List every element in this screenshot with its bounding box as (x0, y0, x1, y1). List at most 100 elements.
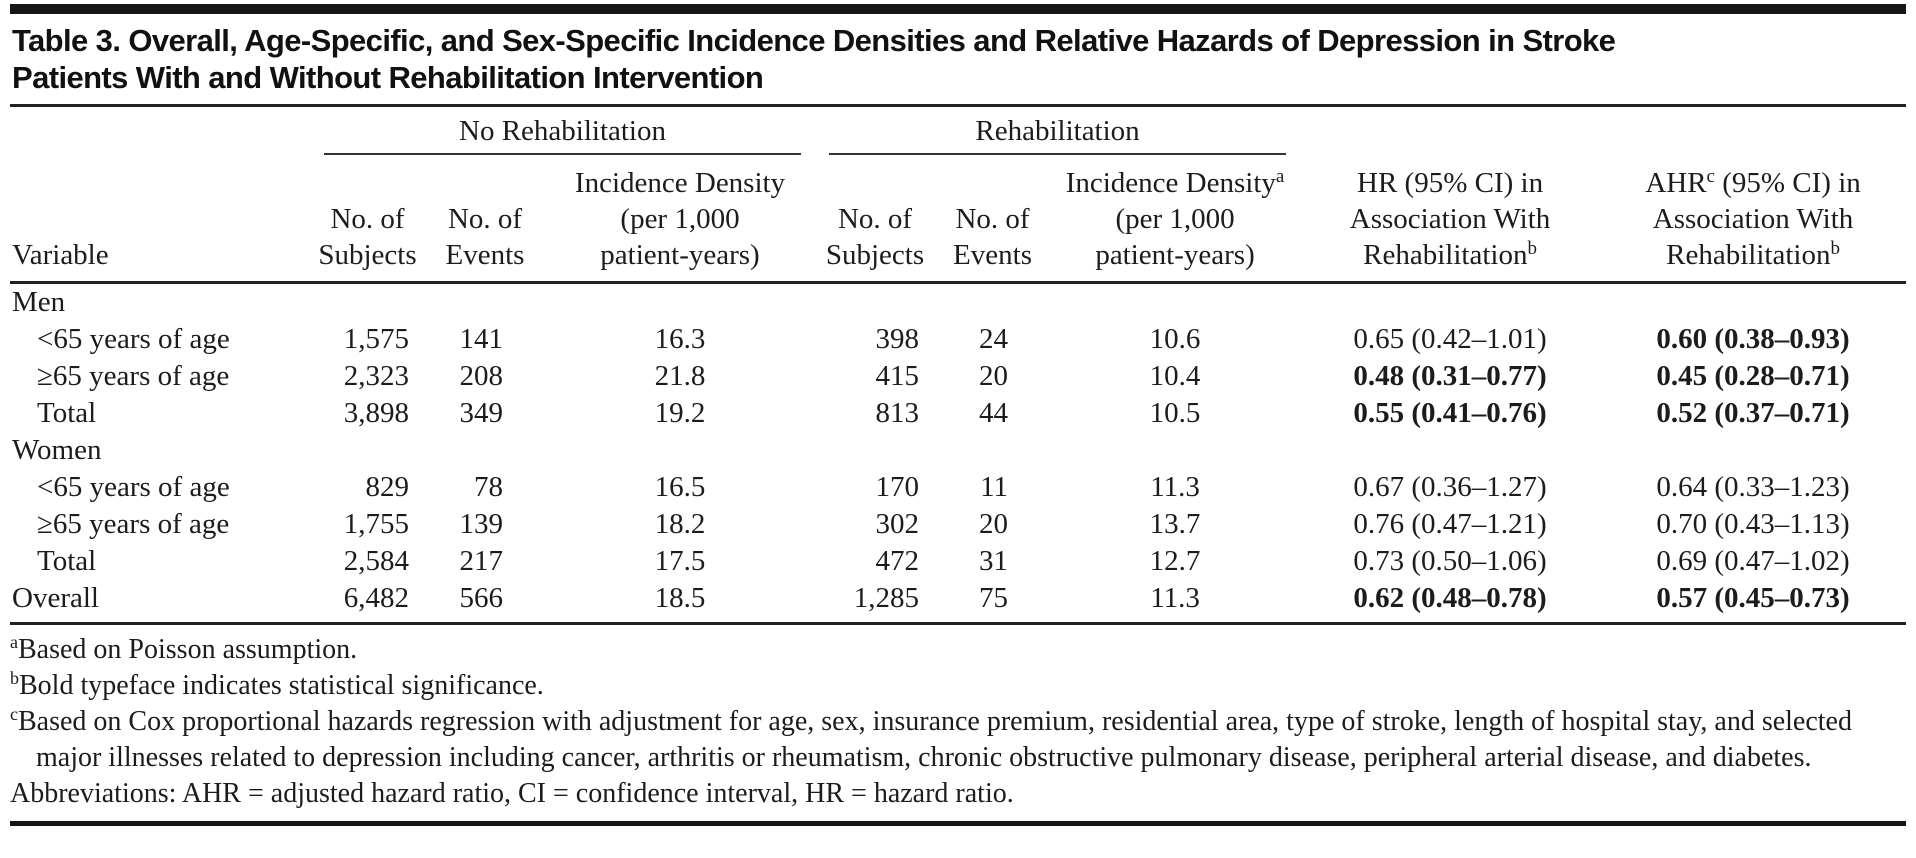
row-label: ≥65 years of age (37, 360, 230, 392)
rehab-subjects-value: 813 (875, 397, 920, 429)
table-title-line1: Table 3. Overall, Age-Specific, and Sex-… (12, 23, 1616, 58)
no-rehab-subjects-value (310, 432, 425, 469)
rehab-incidence-density-value (1050, 432, 1300, 469)
rehab-events-value: 44 (979, 397, 1009, 429)
rehab-incidence-density-value (1050, 283, 1300, 322)
incidence-hazards-table: No Rehabilitation Rehabilitation Variabl… (10, 107, 1907, 625)
no-rehab-subjects-value: 2,584 (343, 545, 409, 577)
footnote-a: aBased on Poisson assumption. (10, 632, 1906, 668)
footnote-b: bBold typeface indicates statistical sig… (10, 668, 1906, 704)
rehab-events-value: 31 (979, 545, 1009, 577)
rehab-incidence-density-value: 11.3 (1150, 471, 1200, 503)
no-rehab-events-value: 78 (474, 471, 503, 503)
table-title: Table 3. Overall, Age-Specific, and Sex-… (12, 22, 1906, 96)
spanner-spacer (1600, 107, 1906, 155)
no-rehab-events-value (425, 432, 545, 469)
no-rehab-incidence-density-value: 17.5 (654, 545, 706, 577)
footnote-b-text: Bold typeface indicates statistical sign… (19, 670, 544, 701)
rehab-events-value (935, 283, 1050, 322)
rehab-incidence-density-value: 12.7 (1149, 545, 1201, 577)
no-rehab-subjects-value: 3,898 (343, 397, 409, 429)
section-row: Women (10, 432, 1906, 469)
rehab-subjects-value: 170 (875, 471, 920, 503)
ahr-ci-value: 0.64 (0.33–1.23) (1656, 471, 1850, 503)
table-row: ≥65 years of age 2,323 208 21.8 415 20 10.4 0.4… (10, 358, 1906, 395)
header-hr-ci: HR (95% CI) in Association With Rehabili… (1300, 155, 1601, 284)
hr-ci-value: 0.55 (0.41–0.76) (1353, 397, 1547, 429)
header-rehab-events: No. of Events (935, 155, 1051, 284)
table-row: Total 2,584 217 17.5 472 31 12.7 0.73 (0.50–1.0… (10, 543, 1906, 580)
rehab-subjects-value: 415 (875, 360, 920, 392)
rehab-events-value (935, 432, 1050, 469)
footnote-a-text: Based on Poisson assumption. (18, 634, 358, 665)
ahr-ci-value: 0.69 (0.47–1.02) (1656, 545, 1850, 577)
table-row: Total 3,898 349 19.2 813 44 10.5 0.55 (0.41–0.7… (10, 395, 1906, 432)
section-row: Men (10, 283, 1906, 322)
ahr-ci-value: 0.70 (0.43–1.13) (1656, 508, 1850, 540)
superscript-c: c (1706, 166, 1715, 187)
hr-ci-value: 0.76 (0.47–1.21) (1353, 508, 1547, 540)
table-row: <65 years of age 1,575 141 16.3 398 24 10.6 0.6… (10, 321, 1906, 358)
row-label: Men (12, 286, 66, 318)
footnotes: aBased on Poisson assumption. bBold type… (10, 632, 1906, 812)
hr-ci-value: 0.62 (0.48–0.78) (1300, 580, 1601, 625)
rehab-events-value: 20 (979, 508, 1009, 540)
no-rehab-incidence-density-value: 18.5 (545, 580, 816, 625)
footnote-c-marker: c (10, 704, 18, 724)
superscript-b: b (1527, 238, 1537, 259)
rehab-subjects-value: 302 (875, 508, 920, 540)
header-ahr-ci: AHRc (95% CI) in Association With Rehabi… (1600, 155, 1907, 284)
rehab-subjects-value (815, 283, 935, 322)
no-rehab-incidence-density-value: 21.8 (654, 360, 706, 392)
rehab-events-value: 24 (979, 323, 1009, 355)
hr-ci-value: 0.48 (0.31–0.77) (1353, 360, 1547, 392)
hr-ci-value (1300, 283, 1600, 322)
title-rule (10, 104, 1906, 107)
ahr-ci-value (1600, 432, 1906, 469)
footnote-a-marker: a (10, 632, 18, 652)
superscript-a: a (1275, 166, 1285, 187)
row-label: <65 years of age (37, 323, 230, 355)
hr-ci-value: 0.65 (0.42–1.01) (1353, 323, 1547, 355)
rehab-incidence-density-value: 11.3 (1050, 580, 1301, 625)
ahr-ci-value: 0.60 (0.38–0.93) (1656, 323, 1850, 355)
table-row: ≥65 years of age 1,755 139 18.2 302 20 13.7 0.7… (10, 506, 1906, 543)
spanner-spacer (1300, 107, 1600, 155)
header-rehab-incidence-density: Incidence Densitya (per 1,000 patient-ye… (1050, 155, 1301, 284)
ahr-ci-value (1600, 283, 1906, 322)
no-rehab-events-value: 139 (459, 508, 504, 540)
rehab-subjects-value (815, 432, 935, 469)
superscript-b: b (1830, 238, 1840, 259)
rehab-subjects-value: 472 (875, 545, 920, 577)
hr-ci-value (1300, 432, 1600, 469)
no-rehab-events-value: 141 (459, 323, 504, 355)
hr-ci-value: 0.67 (0.36–1.27) (1353, 471, 1547, 503)
no-rehab-incidence-density-value (545, 432, 815, 469)
table-body: Men <65 years of age 1,575 141 16.3 398 24 10.6… (10, 283, 1907, 625)
no-rehab-events-value: 217 (459, 545, 504, 577)
no-rehab-events-value: 208 (459, 360, 504, 392)
header-variable: Variable (10, 155, 310, 284)
rehab-incidence-density-value: 10.6 (1149, 323, 1201, 355)
row-label: <65 years of age (37, 471, 230, 503)
no-rehab-incidence-density-value: 19.2 (654, 397, 706, 429)
footnote-b-marker: b (10, 668, 19, 688)
rehab-events-value: 20 (979, 360, 1009, 392)
group-header-rehabilitation: Rehabilitation (815, 107, 1300, 155)
spanner-spacer (10, 107, 310, 155)
ahr-ci-value: 0.52 (0.37–0.71) (1656, 397, 1850, 429)
rehab-events-value: 11 (980, 471, 1009, 503)
hr-ci-value: 0.73 (0.50–1.06) (1353, 545, 1547, 577)
rehab-subjects-value: 1,285 (815, 580, 936, 625)
rehab-incidence-density-value: 10.4 (1149, 360, 1201, 392)
row-label: Overall (10, 580, 310, 625)
rehab-subjects-value: 398 (875, 323, 920, 355)
table-header: No Rehabilitation Rehabilitation Variabl… (10, 107, 1907, 284)
table-row: <65 years of age 829 78 16.5 170 11 11.3 0.67 (… (10, 469, 1906, 506)
header-rehab-subjects: No. of Subjects (815, 155, 936, 284)
rehab-incidence-density-value: 13.7 (1149, 508, 1201, 540)
no-rehab-events-value: 566 (425, 580, 545, 625)
rehab-incidence-density-value: 10.5 (1149, 397, 1201, 429)
header-no-rehab-events: No. of Events (425, 155, 545, 284)
no-rehab-incidence-density-value (545, 283, 815, 322)
